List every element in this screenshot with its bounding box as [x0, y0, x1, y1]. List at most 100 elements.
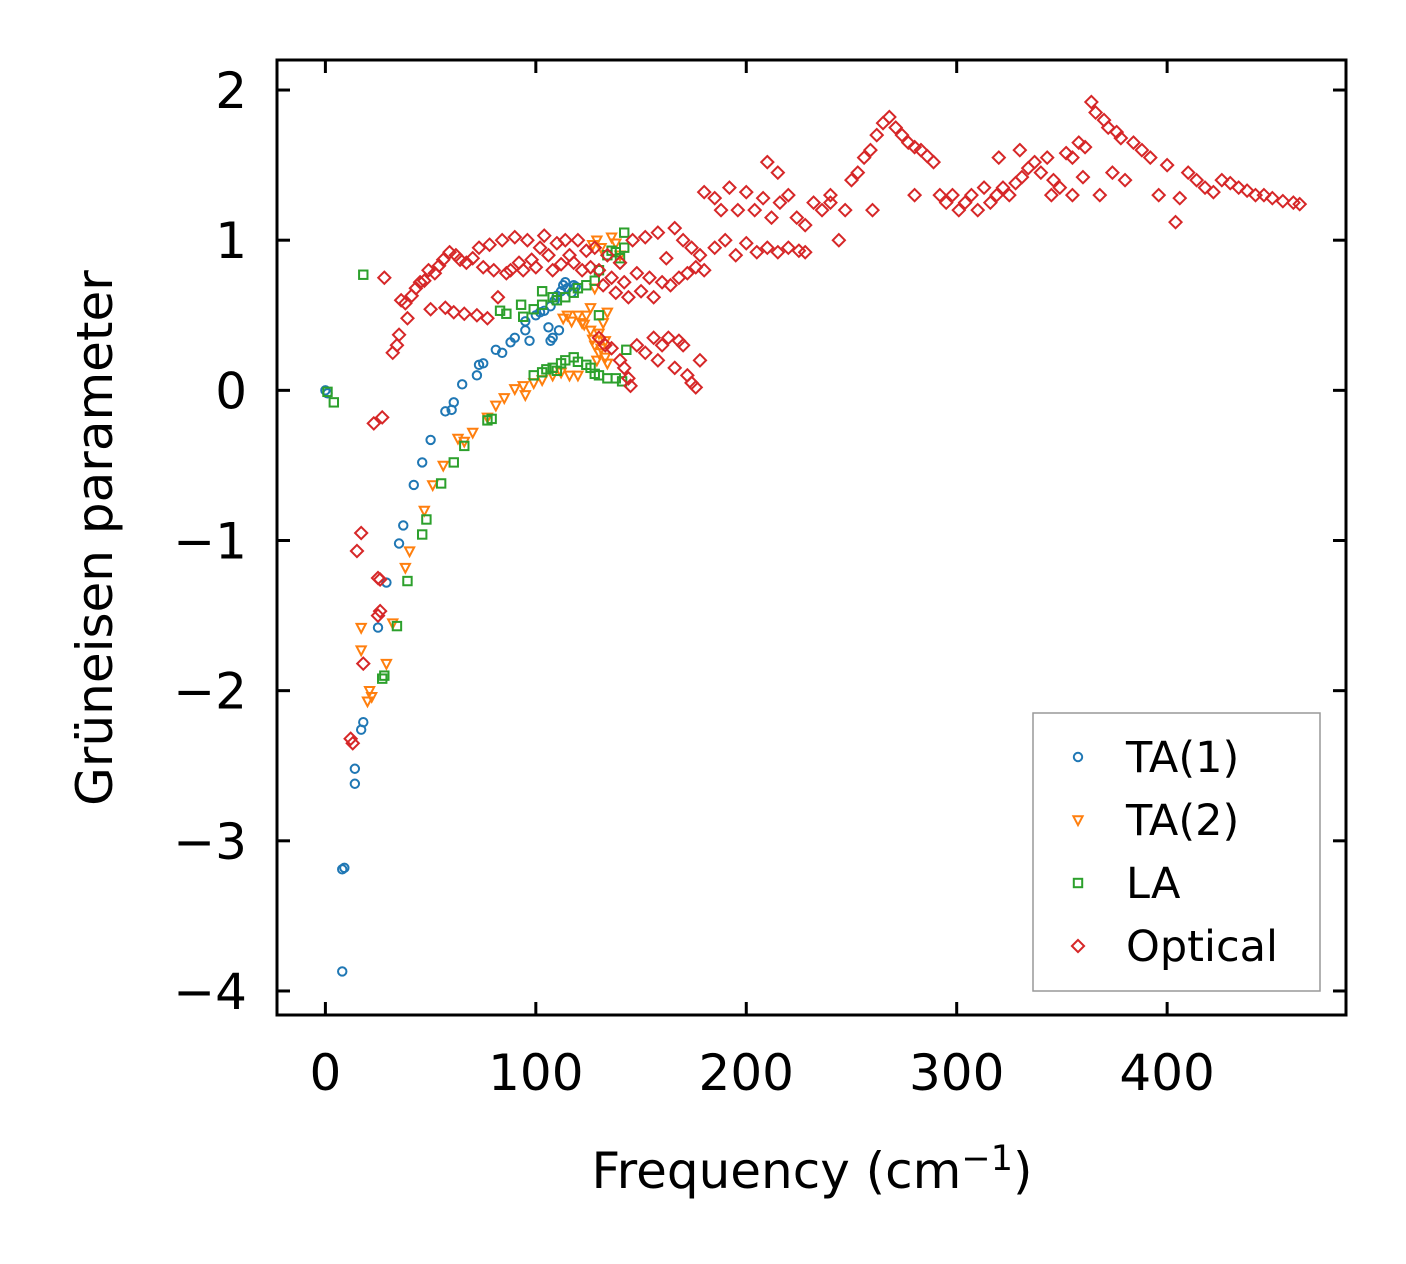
- data-point: [755, 190, 771, 206]
- data-point: [1239, 183, 1255, 199]
- data-point: [437, 300, 453, 316]
- data-point: [545, 262, 561, 278]
- data-point: [641, 270, 657, 286]
- data-point: [1075, 169, 1091, 185]
- data-point: [862, 142, 878, 158]
- series-la: [322, 227, 632, 684]
- data-point: [471, 370, 483, 381]
- data-point: [440, 406, 451, 417]
- data-point: [524, 335, 535, 346]
- data-point: [684, 240, 700, 256]
- data-point: [604, 270, 620, 286]
- data-point: [696, 262, 712, 278]
- data-point: [399, 562, 412, 575]
- data-point: [721, 180, 737, 196]
- data-point: [435, 252, 451, 268]
- data-point: [408, 280, 424, 296]
- data-point: [391, 327, 407, 343]
- data-point: [856, 150, 872, 166]
- data-point: [1109, 124, 1125, 140]
- legend-item: LA: [1072, 859, 1181, 909]
- data-point: [614, 253, 626, 264]
- data-point: [609, 238, 623, 251]
- data-point: [398, 520, 409, 531]
- data-point: [532, 240, 548, 256]
- y-tick-label: −1: [173, 513, 247, 571]
- data-point: [598, 352, 612, 365]
- data-point: [408, 479, 419, 491]
- data-point: [536, 299, 548, 310]
- data-point: [541, 364, 552, 375]
- y-tick-label: 1: [215, 212, 247, 270]
- data-point: [345, 735, 361, 751]
- data-point: [456, 306, 472, 322]
- data-point: [646, 289, 662, 305]
- data-point: [486, 413, 497, 425]
- axis-ticks: 0 100 200 300 400 −4 −3 −2 −1 0 1 2: [173, 60, 1346, 1102]
- data-point: [446, 304, 462, 320]
- data-point: [806, 195, 822, 211]
- data-point: [1064, 187, 1080, 203]
- data-point: [1064, 150, 1080, 166]
- data-point: [372, 622, 384, 633]
- data-point: [789, 210, 805, 226]
- data-point: [620, 289, 636, 305]
- data-point: [764, 210, 780, 226]
- data-point: [349, 763, 361, 774]
- legend-marker: [1072, 751, 1084, 763]
- data-point: [667, 360, 683, 376]
- data-point: [650, 225, 666, 241]
- data-point: [583, 259, 599, 275]
- data-point: [1222, 175, 1238, 191]
- data-point: [1045, 172, 1062, 188]
- data-point: [696, 184, 712, 200]
- x-tick-label: 300: [909, 1044, 1004, 1102]
- data-point: [623, 378, 639, 394]
- data-point: [1077, 139, 1093, 155]
- data-point: [374, 409, 390, 425]
- data-point: [595, 277, 611, 293]
- data-point: [557, 232, 573, 248]
- data-point: [646, 330, 662, 346]
- plot-frame: [275, 58, 1348, 1017]
- data-point: [814, 202, 830, 218]
- data-point: [426, 480, 439, 493]
- x-axis-label: Frequency (cm−1): [591, 1139, 1032, 1200]
- data-point: [322, 386, 333, 398]
- data-point: [730, 202, 746, 218]
- data-point: [354, 645, 368, 658]
- data-point: [497, 393, 511, 406]
- data-point: [593, 310, 605, 321]
- data-point: [431, 258, 447, 274]
- data-point: [822, 187, 838, 203]
- data-point: [822, 195, 838, 211]
- data-point: [556, 313, 570, 326]
- y-tick-label: −4: [173, 963, 247, 1021]
- data-point: [397, 295, 413, 311]
- data-point: [563, 370, 576, 383]
- data-point: [465, 250, 481, 266]
- data-point: [355, 656, 371, 672]
- data-point: [663, 277, 679, 293]
- data-point: [584, 325, 597, 338]
- data-point: [354, 622, 368, 635]
- data-point: [970, 202, 986, 218]
- data-point: [421, 514, 432, 525]
- data-point: [1083, 94, 1099, 110]
- data-point: [605, 232, 618, 245]
- data-point: [1142, 150, 1158, 166]
- data-point: [1100, 120, 1116, 136]
- y-tick-label: −3: [173, 813, 247, 871]
- data-point: [738, 235, 754, 251]
- data-point: [456, 379, 468, 390]
- data-point: [389, 337, 405, 353]
- legend-label: Optical: [1126, 922, 1278, 972]
- data-point: [747, 202, 763, 218]
- data-point: [337, 966, 348, 977]
- data-point: [667, 220, 683, 236]
- data-point: [1104, 165, 1120, 181]
- data-point: [738, 184, 754, 200]
- data-point: [1125, 135, 1141, 151]
- data-point: [536, 286, 548, 297]
